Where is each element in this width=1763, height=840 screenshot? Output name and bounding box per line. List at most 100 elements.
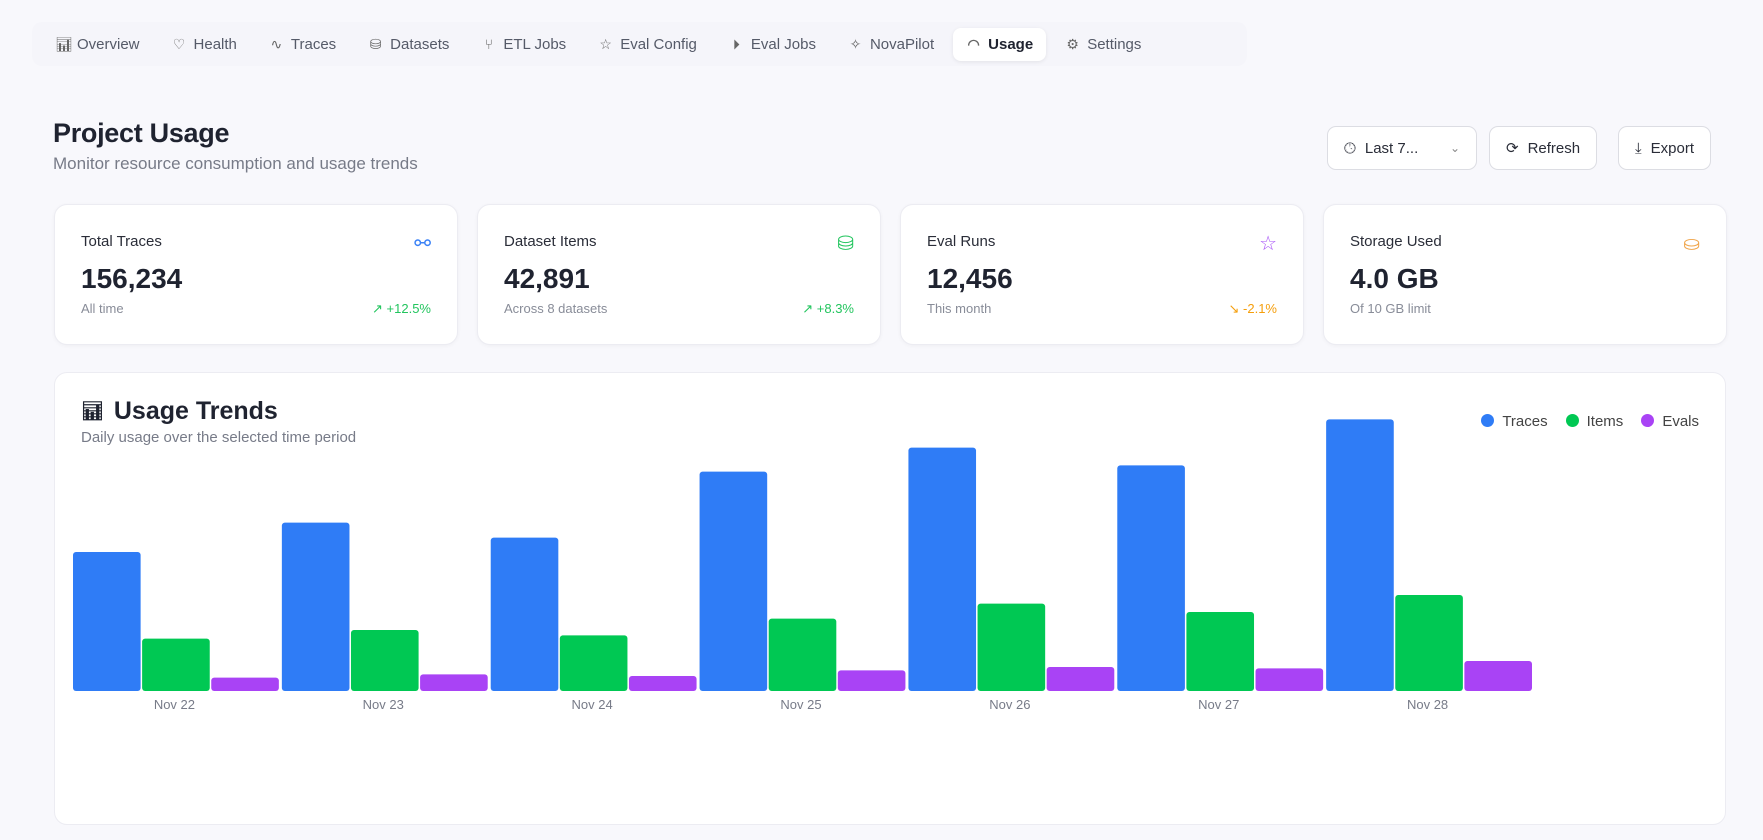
bar-evals-nov-22[interactable] bbox=[211, 677, 279, 691]
bar-chart-icon: 📊︎ bbox=[55, 35, 73, 52]
hard-drive-icon: ⛀︎ bbox=[1683, 233, 1700, 255]
tab-traces[interactable]: ∿︎ Traces bbox=[256, 28, 349, 61]
legend-item-items[interactable]: Items bbox=[1565, 413, 1623, 430]
tab-label: Health bbox=[193, 35, 237, 53]
stat-value: 12,456 bbox=[927, 263, 1013, 294]
bar-traces-nov-26[interactable] bbox=[908, 447, 977, 691]
refresh-button[interactable]: ⟳ Refresh bbox=[1489, 126, 1598, 170]
usage-trends-card: 📊︎ Usage Trends Daily usage over the sele… bbox=[54, 372, 1726, 825]
download-icon: ⤓ bbox=[1635, 139, 1642, 157]
bar-traces-nov-25[interactable] bbox=[699, 471, 768, 691]
tab-overview[interactable]: 📊︎ Overview bbox=[42, 28, 153, 61]
x-tick-label: Nov 26 bbox=[989, 697, 1030, 712]
export-button[interactable]: ⤓ Export bbox=[1618, 126, 1711, 170]
tab-label: Overview bbox=[77, 35, 140, 53]
bar-evals-nov-24[interactable] bbox=[628, 676, 697, 691]
x-tick-label: Nov 25 bbox=[780, 697, 821, 712]
bar-items-nov-25[interactable] bbox=[768, 618, 837, 691]
tab-eval-config[interactable]: ☆︎ Eval Config bbox=[585, 28, 710, 61]
tab-datasets[interactable]: ⛁︎ Datasets bbox=[355, 28, 462, 61]
legend-swatch bbox=[1565, 414, 1579, 427]
stat-value: 42,891 bbox=[504, 263, 590, 294]
tab-etl-jobs[interactable]: ⑂︎ ETL Jobs bbox=[468, 28, 579, 61]
gauge-icon: ◠︎ bbox=[967, 35, 980, 52]
database-icon: ⛁︎ bbox=[369, 35, 382, 52]
chevron-down-icon: ⌄ bbox=[1449, 141, 1460, 155]
tab-nav: 📊︎ Overview ♡︎ Health ∿︎ Traces ⛁︎ Datasets ⑂︎ ET… bbox=[32, 22, 1247, 66]
bar-items-nov-24[interactable] bbox=[559, 635, 628, 691]
bar-evals-nov-25[interactable] bbox=[837, 670, 906, 691]
git-branch-icon: ⑂︎ bbox=[484, 36, 494, 52]
legend-item-evals[interactable]: Evals bbox=[1641, 413, 1699, 430]
heart-icon: ♡︎ bbox=[172, 35, 186, 52]
play-circle-icon: ⏵︎ bbox=[732, 35, 740, 52]
refresh-icon: ⟳ bbox=[1506, 140, 1519, 157]
tab-usage[interactable]: ◠︎ Usage bbox=[953, 27, 1047, 61]
bar-items-nov-22[interactable] bbox=[142, 638, 210, 691]
bar-items-nov-26[interactable] bbox=[977, 603, 1046, 691]
tab-label: ETL Jobs bbox=[503, 35, 567, 53]
x-tick-label: Nov 27 bbox=[1198, 697, 1239, 712]
clock-icon: 🕓︎ bbox=[1344, 139, 1356, 157]
gear-icon: ⚙︎ bbox=[1066, 35, 1079, 52]
stat-card-storage-used: Storage Used ⛀︎ 4.0 GB Of 10 GB limit bbox=[1323, 204, 1727, 345]
stat-label: Storage Used bbox=[1350, 233, 1442, 250]
bar-traces-nov-27[interactable] bbox=[1117, 465, 1185, 691]
stat-card-total-traces: Total Traces ⚯︎ 156,234 All time ↗ +12.5… bbox=[54, 204, 458, 345]
stat-label: Eval Runs bbox=[927, 233, 996, 250]
time-range-select[interactable]: 🕓︎ Last 7... ⌄ bbox=[1327, 126, 1477, 170]
star-icon: ☆︎ bbox=[1259, 233, 1277, 255]
tab-label: NovaPilot bbox=[869, 35, 935, 53]
stat-card-dataset-items: Dataset Items ⛁︎ 42,891 Across 8 dataset… bbox=[477, 204, 881, 345]
stat-card-eval-runs: Eval Runs ☆︎ 12,456 This month ↘ -2.1% bbox=[900, 204, 1304, 345]
bar-chart-icon: 📊︎ bbox=[81, 401, 104, 421]
tab-novapilot[interactable]: ✧︎ NovaPilot bbox=[835, 28, 947, 61]
tab-label: Usage bbox=[988, 35, 1034, 53]
activity-icon: ∿︎ bbox=[270, 35, 283, 52]
stat-change: ↗ +12.5% bbox=[372, 301, 431, 316]
bar-traces-nov-22[interactable] bbox=[73, 552, 141, 691]
sparkles-icon: ✧︎ bbox=[849, 35, 862, 52]
x-tick-label: Nov 22 bbox=[154, 697, 195, 712]
tab-health[interactable]: ♡︎ Health bbox=[159, 28, 250, 61]
bar-evals-nov-27[interactable] bbox=[1255, 668, 1324, 691]
stat-note: This month bbox=[927, 301, 992, 316]
bar-items-nov-28[interactable] bbox=[1395, 595, 1463, 691]
legend-item-traces[interactable]: Traces bbox=[1481, 413, 1548, 430]
time-range-value: Last 7... bbox=[1364, 139, 1419, 157]
tab-eval-jobs[interactable]: ⏵︎ Eval Jobs bbox=[716, 28, 829, 61]
legend-label: Evals bbox=[1662, 413, 1699, 430]
stat-note: All time bbox=[81, 301, 124, 316]
tab-label: Eval Jobs bbox=[750, 35, 816, 53]
refresh-label: Refresh bbox=[1527, 139, 1581, 157]
bar-traces-nov-23[interactable] bbox=[281, 522, 350, 691]
page-subtitle: Monitor resource consumption and usage t… bbox=[53, 154, 418, 173]
legend-swatch bbox=[1481, 414, 1495, 427]
tab-label: Settings bbox=[1087, 35, 1142, 53]
stat-change: ↗ +8.3% bbox=[802, 301, 854, 316]
stat-value: 4.0 GB bbox=[1350, 263, 1439, 294]
x-tick-label: Nov 24 bbox=[572, 697, 613, 712]
bar-chart: Nov 22 Nov 23 Nov 24 Nov 25 Nov 26 Nov 27 Nov … bbox=[73, 419, 1532, 712]
stat-label: Dataset Items bbox=[504, 233, 597, 250]
chart-title: Usage Trends bbox=[113, 397, 278, 425]
bar-evals-nov-26[interactable] bbox=[1046, 667, 1115, 691]
star-icon: ☆︎ bbox=[599, 35, 612, 52]
tab-label: Eval Config bbox=[620, 35, 697, 53]
legend-swatch bbox=[1641, 414, 1655, 427]
stat-note: Of 10 GB limit bbox=[1350, 301, 1431, 316]
workflow-icon: ⚯︎ bbox=[414, 233, 431, 255]
tab-label: Datasets bbox=[390, 35, 450, 53]
bar-items-nov-23[interactable] bbox=[350, 630, 419, 691]
bar-evals-nov-23[interactable] bbox=[420, 674, 488, 691]
stat-value: 156,234 bbox=[81, 263, 183, 294]
bar-evals-nov-28[interactable] bbox=[1464, 661, 1532, 691]
stat-note: Across 8 datasets bbox=[504, 301, 608, 316]
tab-settings[interactable]: ⚙︎ Settings bbox=[1052, 28, 1154, 61]
chart-subtitle: Daily usage over the selected time perio… bbox=[81, 429, 357, 446]
bar-traces-nov-28[interactable] bbox=[1326, 419, 1394, 691]
bar-items-nov-27[interactable] bbox=[1186, 612, 1255, 691]
legend-label: Traces bbox=[1502, 413, 1548, 430]
bar-traces-nov-24[interactable] bbox=[490, 537, 559, 691]
stat-change: ↘ -2.1% bbox=[1228, 301, 1277, 316]
